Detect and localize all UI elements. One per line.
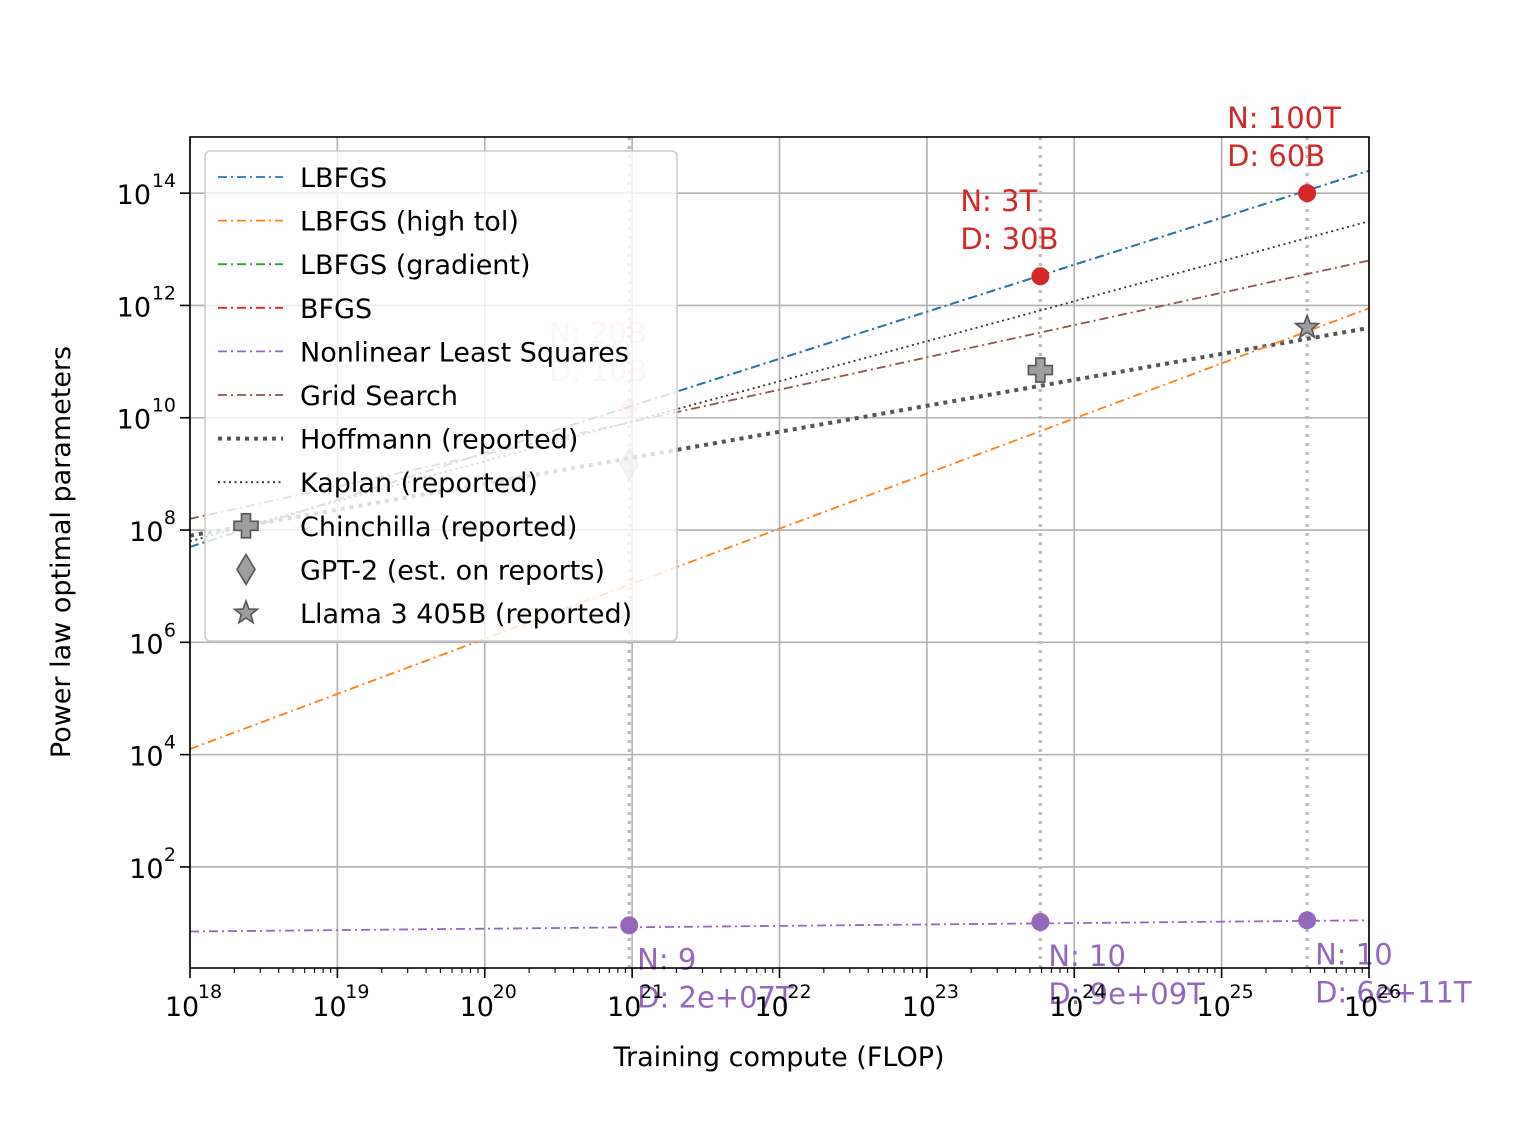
annotation-label-n: N: 3T <box>960 184 1037 218</box>
y-tick-label: 10 <box>117 180 151 211</box>
legend-marker <box>233 513 259 539</box>
series-line <box>190 307 1369 750</box>
series-line <box>190 169 1369 548</box>
y-tick-exponent: 10 <box>152 395 176 417</box>
legend-label: Hoffmann (reported) <box>300 425 578 456</box>
y-axis-label: Power law optimal parameters <box>46 346 77 758</box>
x-tick-label: 10 <box>312 992 346 1023</box>
y-tick-exponent: 14 <box>152 170 176 192</box>
y-tick-label: 10 <box>117 405 151 436</box>
y-tick-exponent: 8 <box>164 507 176 529</box>
series-line <box>190 259 1369 520</box>
y-tick-exponent: 6 <box>164 619 176 641</box>
x-tick-exponent: 20 <box>493 981 517 1003</box>
annotation-label-d: D: 30B <box>960 222 1058 256</box>
annotation-point <box>1031 267 1050 286</box>
legend-label: Nonlinear Least Squares <box>300 337 629 368</box>
legend-label: Chinchilla (reported) <box>300 512 577 543</box>
x-tick-label: 10 <box>165 992 199 1023</box>
x-tick-label: 10 <box>607 992 641 1023</box>
legend-label: LBFGS (gradient) <box>300 250 531 281</box>
y-tick-label: 10 <box>117 292 151 323</box>
annotation-label-d: D: 6e+11T <box>1315 975 1472 1009</box>
legend-box <box>204 150 678 642</box>
series-line <box>190 919 1369 933</box>
annotation-label-d: D: 60B <box>1227 139 1325 173</box>
legend-label: LBFGS (high tol) <box>300 207 519 238</box>
y-tick-label: 10 <box>129 854 163 885</box>
x-tick-exponent: 25 <box>1230 981 1254 1003</box>
y-tick-exponent: 2 <box>164 844 176 866</box>
legend-label: GPT-2 (est. on reports) <box>300 555 605 586</box>
y-tick-exponent: 12 <box>152 282 176 304</box>
x-tick-label: 10 <box>902 992 936 1023</box>
legend-label: Grid Search <box>300 381 458 412</box>
x-tick-label: 10 <box>754 992 788 1023</box>
x-axis-label: Training compute (FLOP) <box>612 1042 944 1073</box>
x-tick-exponent: 23 <box>935 981 959 1003</box>
annotation-point <box>620 916 639 935</box>
x-tick-label: 10 <box>1344 992 1378 1023</box>
legend-label: Kaplan (reported) <box>300 468 538 499</box>
y-tick-label: 10 <box>129 742 163 773</box>
legend: LBFGS LBFGS (high tol) LBFGS (gradient) BFG… <box>204 150 678 642</box>
annotation-point <box>1031 912 1050 931</box>
legend-label: Llama 3 405B (reported) <box>300 599 632 630</box>
x-tick-exponent: 21 <box>640 981 664 1003</box>
x-tick-exponent: 24 <box>1082 981 1106 1003</box>
annotation-label-n: N: 9 <box>637 942 696 976</box>
legend-marker <box>236 552 256 586</box>
annotation-label-n: N: 10 <box>1315 937 1393 971</box>
x-tick-exponent: 18 <box>198 981 222 1003</box>
annotation-label-d: D: 9e+09T <box>1048 977 1205 1011</box>
legend-marker <box>232 598 260 625</box>
annotation-label-n: N: 100T <box>1227 101 1341 135</box>
reference-marker <box>1027 357 1054 383</box>
x-tick-exponent: 19 <box>345 981 369 1003</box>
legend-label: BFGS <box>300 294 372 325</box>
y-tick-label: 10 <box>129 629 163 660</box>
annotation-point <box>1298 911 1317 930</box>
legend-label: LBFGS <box>300 163 387 194</box>
y-tick-label: 10 <box>129 517 163 548</box>
x-tick-exponent: 22 <box>787 981 811 1003</box>
x-tick-label: 10 <box>1196 992 1230 1023</box>
y-tick-exponent: 4 <box>164 732 176 754</box>
x-tick-label: 10 <box>460 992 494 1023</box>
x-tick-label: 10 <box>1049 992 1083 1023</box>
annotation-label-d: D: 2e+07T <box>637 980 794 1014</box>
annotation-point <box>1298 184 1317 203</box>
reference-marker <box>1293 312 1321 339</box>
x-tick-exponent: 26 <box>1377 981 1401 1003</box>
